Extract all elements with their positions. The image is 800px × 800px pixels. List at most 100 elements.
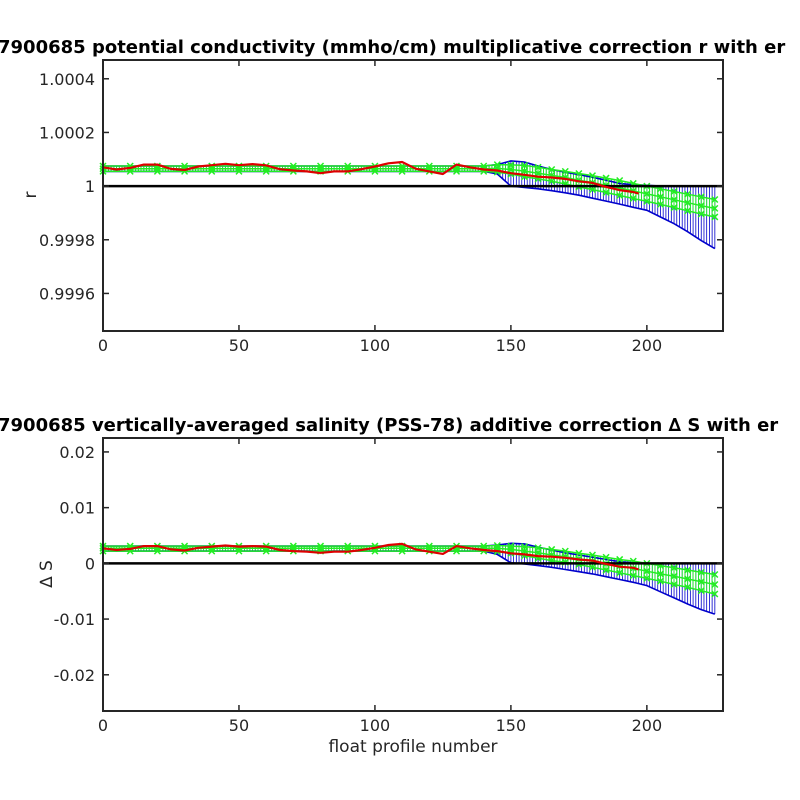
fit-point [208,167,216,175]
fit-point [208,165,216,173]
y-tick-label: 0 [85,554,95,573]
fit-point [425,542,433,550]
panel-salinity: 0 50 100 150 200 -0.02 -0.01 0 0.01 0.02 7900685 … [0,415,778,757]
fit-point [697,202,705,210]
fit-point [711,570,719,579]
fit-point [561,547,569,555]
fit-point [697,568,705,576]
profile-series-2 [102,542,640,571]
fit-point [711,204,719,212]
x-tick-label: 200 [632,336,663,355]
axes-frame-1 [102,59,724,332]
fit-point [684,190,692,198]
profile-series-1 [102,160,640,195]
ticks-1: 0 50 100 150 200 0.9996 0.9998 1 1.0002 1.0004 [39,60,723,355]
fit-point [616,191,624,200]
fit-point [616,569,624,577]
fit-point [398,544,406,552]
axes-frame-2 [102,437,724,712]
fit-point [643,197,651,205]
fit-point [684,583,692,591]
y-tick-label: 1.0004 [39,70,95,89]
y-tick-label: 1 [85,177,95,196]
fit-point [371,167,379,175]
fit-point [493,161,501,169]
fit-point [643,190,651,198]
fit-point [711,213,719,221]
fit-point [602,553,610,561]
fit-point [561,167,569,175]
fit-point [602,174,610,182]
fit-point [684,207,692,215]
x-tick-label: 150 [496,336,527,355]
fit-point [670,564,678,572]
ticks-2: 0 50 100 150 200 -0.02 -0.01 0 0.01 0.02 [54,438,723,735]
fit-point [153,165,161,173]
fit-point [670,572,678,580]
panel-conductivity: 0 50 100 150 200 0.9996 0.9998 1 1.0002 1.0004 79… [0,37,785,355]
fit-point [602,566,610,574]
fit-point [398,167,406,175]
y-axis-label-1: r [21,192,41,199]
fit-point [629,194,637,202]
fit-point [548,545,556,553]
fit-y-line [103,547,715,586]
fit-point [697,587,705,595]
fit-point [575,169,583,178]
fit-point [588,172,597,180]
y-tick-label: 0.02 [59,443,95,462]
fit-point [616,555,624,563]
fit-point [181,542,189,550]
fit-point [126,167,134,175]
fit-point [697,193,705,201]
fit-point [616,176,624,185]
fit-point [697,578,705,586]
fit-point [684,575,692,583]
x-tick-label: 100 [360,716,391,735]
fit-point [317,544,325,552]
fit-point [534,169,542,177]
fit-point [235,167,243,175]
fit-point [711,580,719,589]
x-tick-label: 200 [632,716,663,735]
fit-point [452,167,461,175]
y-tick-label: 0.9998 [39,231,95,250]
fit-point [588,563,597,571]
fit-point [670,204,678,212]
fit-point [317,165,325,173]
fit-point [656,193,664,201]
y-tick-label: 1.0002 [39,123,95,142]
fit-point [344,542,352,550]
fit-point [656,570,664,578]
x-tick-label: 50 [229,716,249,735]
fit-point [670,187,678,196]
fit-point [534,544,542,552]
y-tick-label: 0.01 [59,499,95,518]
fit-point [344,162,352,170]
fit-point [520,543,529,551]
fit-point [656,577,664,585]
fit-point [317,162,325,170]
fit-point [684,199,692,207]
fit-err-lo-line [103,170,715,218]
fit-point [684,566,692,574]
fit-point [643,567,651,575]
fit-point [534,163,542,171]
x-tick-label: 0 [98,336,108,355]
fit-point [588,551,597,559]
fit-point [153,167,161,175]
fit-point [235,165,243,173]
fit-point [670,196,678,204]
x-tick-label: 150 [496,716,527,735]
fit-point [507,161,515,169]
fit-point [711,195,719,204]
fit-point [656,200,664,208]
fit-point [262,167,270,175]
fit-point [602,189,610,197]
fit-point [507,542,515,550]
fit-point [670,580,678,589]
y-axis-label-2: ∆ S [37,560,57,589]
fit-point [588,186,597,194]
chart-title-2: 7900685 vertically-averaged salinity (PS… [0,415,778,436]
fit-y-line [103,167,715,210]
